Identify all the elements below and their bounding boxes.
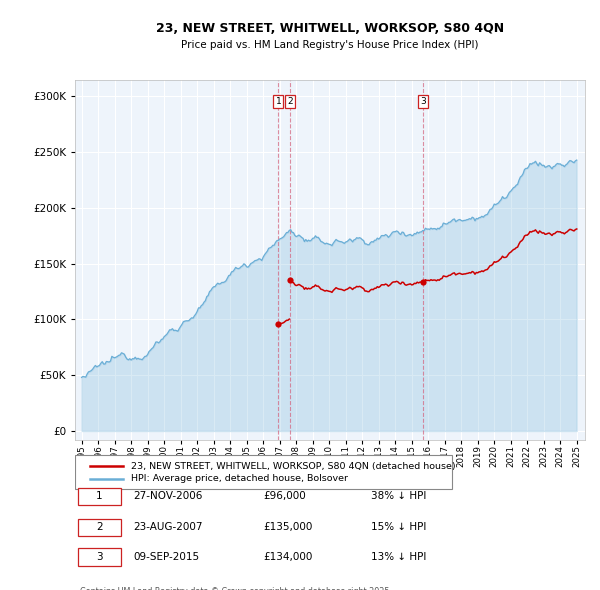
Text: 2: 2 <box>287 97 293 106</box>
Text: 23, NEW STREET, WHITWELL, WORKSOP, S80 4QN: 23, NEW STREET, WHITWELL, WORKSOP, S80 4… <box>156 22 504 35</box>
Text: 23-AUG-2007: 23-AUG-2007 <box>134 523 203 532</box>
Text: 38% ↓ HPI: 38% ↓ HPI <box>371 491 426 502</box>
Text: £96,000: £96,000 <box>264 491 307 502</box>
FancyBboxPatch shape <box>77 519 121 536</box>
Text: 23, NEW STREET, WHITWELL, WORKSOP, S80 4QN (detached house): 23, NEW STREET, WHITWELL, WORKSOP, S80 4… <box>131 461 456 470</box>
Text: 2: 2 <box>96 523 103 532</box>
Text: 1: 1 <box>96 491 103 502</box>
Text: 3: 3 <box>96 552 103 562</box>
Text: £135,000: £135,000 <box>264 523 313 532</box>
FancyBboxPatch shape <box>77 487 121 505</box>
Text: HPI: Average price, detached house, Bolsover: HPI: Average price, detached house, Bols… <box>131 474 348 483</box>
FancyBboxPatch shape <box>75 455 452 489</box>
Text: 3: 3 <box>420 97 426 106</box>
Text: 1: 1 <box>275 97 281 106</box>
Text: Price paid vs. HM Land Registry's House Price Index (HPI): Price paid vs. HM Land Registry's House … <box>181 40 479 50</box>
Text: Contains HM Land Registry data © Crown copyright and database right 2025.
This d: Contains HM Land Registry data © Crown c… <box>80 587 392 590</box>
Text: £134,000: £134,000 <box>264 552 313 562</box>
Text: 13% ↓ HPI: 13% ↓ HPI <box>371 552 426 562</box>
Text: 15% ↓ HPI: 15% ↓ HPI <box>371 523 426 532</box>
Text: 27-NOV-2006: 27-NOV-2006 <box>134 491 203 502</box>
FancyBboxPatch shape <box>77 548 121 566</box>
Text: 09-SEP-2015: 09-SEP-2015 <box>134 552 200 562</box>
